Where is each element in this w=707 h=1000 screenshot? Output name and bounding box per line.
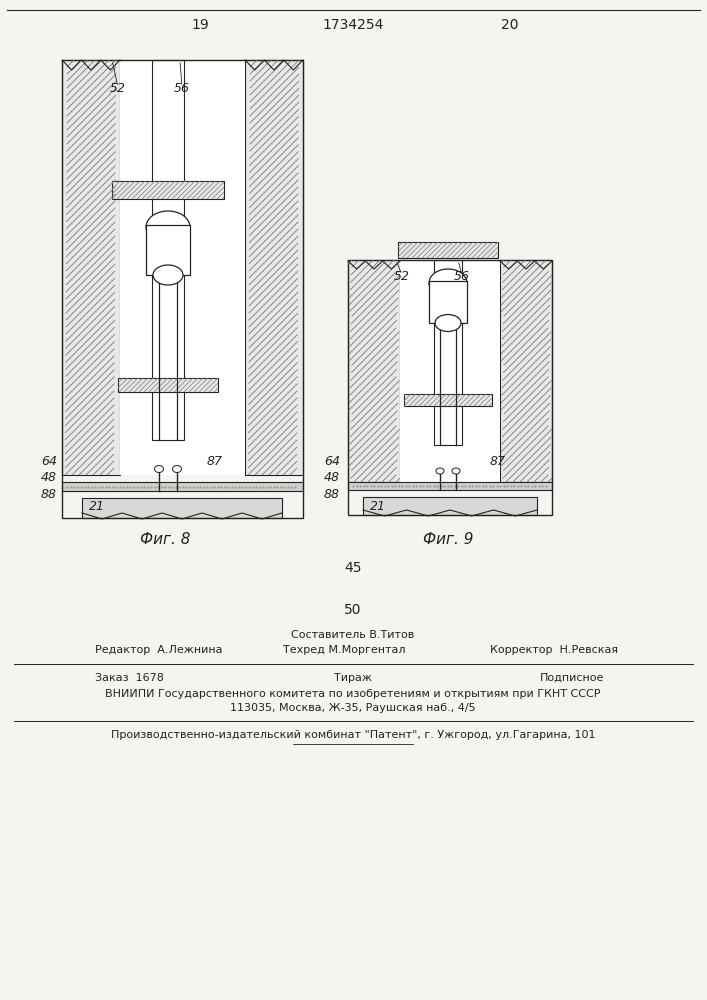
Text: 48: 48 [41,471,57,484]
Text: Составитель В.Титов: Составитель В.Титов [291,630,414,640]
Text: Редактор  А.Лежнина: Редактор А.Лежнина [95,645,223,655]
Text: Техред М.Моргентал: Техред М.Моргентал [283,645,406,655]
Bar [363,497,537,515]
Text: Производственно-издательский комбинат "Патент", г. Ужгород, ул.Гагарина, 101: Производственно-издательский комбинат "П… [111,730,595,740]
Bar [348,260,400,482]
Text: 45: 45 [344,561,362,575]
Bar [62,60,120,475]
Text: Заказ  1678: Заказ 1678 [95,673,164,683]
Bar [118,378,218,392]
Ellipse shape [429,269,467,297]
Bar [146,225,190,275]
Bar [120,60,245,475]
Bar [152,60,184,440]
Bar [404,394,492,406]
Text: 52: 52 [394,270,410,283]
Ellipse shape [155,466,163,473]
Ellipse shape [452,468,460,474]
Bar [348,482,552,490]
Bar [434,260,462,445]
Text: Фиг. 8: Фиг. 8 [140,532,190,548]
Bar [398,242,498,258]
Text: Подписное: Подписное [540,673,604,683]
Bar [82,498,282,518]
Text: 21: 21 [89,500,105,513]
Ellipse shape [153,265,183,285]
Text: Тираж: Тираж [334,673,372,683]
Text: 64: 64 [324,455,340,468]
Text: 19: 19 [191,18,209,32]
Text: ВНИИПИ Государственного комитета по изобретениям и открытиям при ГКНТ СССР: ВНИИПИ Государственного комитета по изоб… [105,689,601,699]
Text: 87: 87 [490,455,506,468]
Text: 87: 87 [207,455,223,468]
Text: Корректор  Н.Ревская: Корректор Н.Ревская [490,645,618,655]
Text: 48: 48 [324,471,340,484]
Ellipse shape [146,211,190,243]
Text: 50: 50 [344,603,362,617]
Bar [429,281,467,323]
Bar [500,260,552,482]
Ellipse shape [173,466,182,473]
Text: 64: 64 [41,455,57,468]
Text: Фиг. 9: Фиг. 9 [423,532,473,548]
Text: 1734254: 1734254 [322,18,384,32]
Text: 88: 88 [324,488,340,501]
Text: 56: 56 [454,270,470,283]
Ellipse shape [436,468,444,474]
Text: 88: 88 [41,488,57,501]
Ellipse shape [435,314,461,332]
Text: 21: 21 [370,500,386,513]
Text: 20: 20 [501,18,519,32]
Text: 113035, Москва, Ж-35, Раушская наб., 4/5: 113035, Москва, Ж-35, Раушская наб., 4/5 [230,703,476,713]
Bar [348,260,552,515]
Bar [112,181,224,199]
Bar [400,260,500,482]
Bar [245,60,303,475]
Bar [62,482,303,491]
Text: 52: 52 [110,82,126,95]
Bar [62,60,303,518]
Text: 56: 56 [174,82,190,95]
